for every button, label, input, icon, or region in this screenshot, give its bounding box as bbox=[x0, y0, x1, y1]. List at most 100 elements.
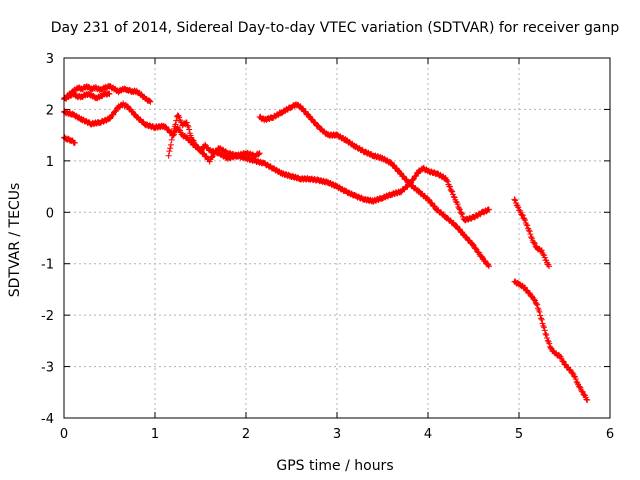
data-point bbox=[165, 152, 172, 159]
data-point bbox=[547, 344, 554, 351]
data-point bbox=[184, 122, 191, 129]
y-tick-label: 2 bbox=[46, 103, 54, 118]
data-point bbox=[176, 114, 183, 121]
data-point bbox=[172, 121, 179, 128]
data-point bbox=[183, 119, 190, 126]
series-segment-B bbox=[165, 112, 263, 162]
data-point bbox=[449, 188, 456, 195]
data-point bbox=[443, 177, 450, 184]
data-point bbox=[112, 108, 119, 115]
data-point bbox=[170, 130, 177, 137]
data-point bbox=[208, 154, 215, 161]
plot-frame bbox=[63, 57, 611, 419]
data-point bbox=[202, 152, 209, 159]
data-point bbox=[514, 202, 521, 209]
x-tick-label: 5 bbox=[515, 427, 523, 442]
x-axis-label: GPS time / hours bbox=[276, 458, 393, 474]
data-point bbox=[519, 212, 526, 219]
data-point bbox=[528, 235, 535, 242]
data-point bbox=[538, 316, 545, 323]
data-point bbox=[202, 141, 209, 148]
y-tick-label: -3 bbox=[41, 361, 54, 376]
data-point bbox=[444, 178, 451, 185]
data-point bbox=[147, 98, 154, 105]
data-point bbox=[472, 245, 479, 252]
x-tick-label: 3 bbox=[333, 427, 341, 442]
data-point bbox=[531, 296, 538, 303]
data-point bbox=[544, 337, 551, 344]
y-tick-label: 0 bbox=[46, 206, 54, 221]
series-secondary-track bbox=[61, 90, 113, 103]
data-point bbox=[448, 188, 455, 195]
series-segment-A bbox=[61, 100, 492, 224]
data-point bbox=[523, 221, 530, 228]
data-point bbox=[541, 324, 548, 331]
data-point bbox=[526, 228, 533, 235]
data-point bbox=[485, 206, 492, 213]
data-point bbox=[455, 203, 462, 210]
y-tick-label: 3 bbox=[46, 52, 54, 67]
data-point bbox=[70, 139, 77, 146]
data-point bbox=[534, 301, 541, 308]
data-point bbox=[537, 312, 544, 319]
data-point bbox=[559, 358, 566, 365]
data-point bbox=[167, 145, 174, 152]
data-point bbox=[511, 196, 518, 203]
data-point bbox=[524, 222, 531, 229]
data-point bbox=[146, 98, 153, 105]
data-point bbox=[453, 223, 460, 230]
data-point bbox=[533, 300, 540, 307]
data-point bbox=[312, 119, 319, 126]
series-segment-C bbox=[256, 101, 492, 270]
grid-lines bbox=[64, 58, 610, 418]
data-point bbox=[527, 231, 534, 238]
data-point bbox=[299, 105, 306, 112]
data-point bbox=[541, 327, 548, 334]
data-point bbox=[170, 125, 177, 132]
data-point bbox=[256, 150, 263, 157]
data-point bbox=[583, 396, 590, 403]
series-late-upper bbox=[511, 196, 553, 270]
data-point bbox=[124, 103, 131, 110]
data-point bbox=[525, 227, 532, 234]
data-point bbox=[458, 210, 465, 217]
data-point bbox=[185, 123, 192, 130]
data-point bbox=[167, 141, 174, 148]
chart-title: Day 231 of 2014, Sidereal Day-to-day VTE… bbox=[51, 20, 620, 36]
data-points bbox=[61, 82, 591, 403]
y-tick-label: -4 bbox=[41, 412, 54, 427]
data-point bbox=[460, 231, 466, 238]
data-point bbox=[393, 165, 400, 172]
data-point bbox=[522, 217, 529, 224]
y-tick-label: 1 bbox=[46, 155, 54, 170]
y-axis-label: SDTVAR / TECUs bbox=[7, 183, 23, 298]
series-upper-track bbox=[61, 82, 154, 105]
data-point bbox=[173, 117, 180, 124]
data-point bbox=[71, 139, 78, 146]
data-point bbox=[540, 322, 547, 329]
data-point bbox=[186, 126, 193, 133]
data-point bbox=[169, 132, 176, 139]
data-point bbox=[542, 330, 549, 337]
data-point bbox=[166, 148, 173, 155]
data-point bbox=[106, 91, 113, 97]
y-tick-label: -1 bbox=[41, 258, 54, 273]
data-point bbox=[528, 234, 535, 241]
series-lower-track bbox=[61, 134, 78, 146]
data-point bbox=[584, 397, 591, 403]
data-point bbox=[454, 201, 461, 208]
data-point bbox=[456, 206, 463, 213]
x-tick-label: 2 bbox=[242, 427, 250, 442]
data-point bbox=[183, 133, 190, 140]
x-tick-label: 4 bbox=[424, 427, 432, 442]
data-point bbox=[543, 331, 550, 338]
data-point bbox=[521, 215, 528, 222]
data-point bbox=[168, 136, 175, 143]
data-point bbox=[576, 383, 583, 390]
data-point bbox=[456, 226, 463, 233]
data-point bbox=[572, 376, 579, 383]
data-point bbox=[446, 183, 453, 190]
data-point bbox=[544, 334, 551, 341]
series-late-lower bbox=[511, 278, 591, 403]
